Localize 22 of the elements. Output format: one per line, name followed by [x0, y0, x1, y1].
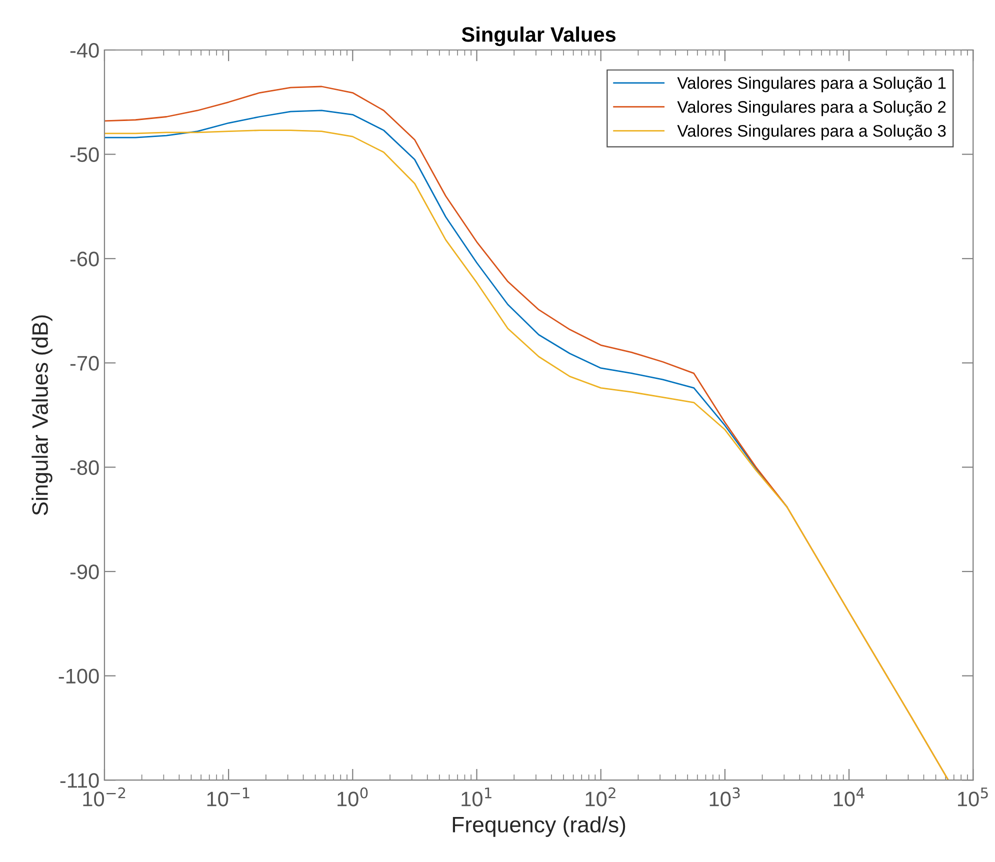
x-tick-label: 10$^{−2}$: [83, 787, 126, 806]
y-tick-label: -40: [70, 42, 99, 58]
x-axis-title: Frequency (rad/s): [452, 816, 626, 837]
y-tick-label: -80: [70, 460, 99, 475]
x-tick-label: 10$^{5}$: [958, 788, 988, 806]
x-tick-label: 10$^{3}$: [710, 787, 740, 806]
y-axis-title: Singular Values (dB): [32, 315, 52, 516]
x-tick-label: 10$^{−1}$: [207, 788, 250, 806]
y-tick-label: -50: [70, 147, 99, 162]
y-tick-label: -60: [70, 252, 99, 266]
legend-label: Valores Singulares para a Solução 2: [677, 100, 946, 116]
y-tick-label: -100: [58, 668, 99, 684]
legend-label: Valores Singulares para a Solução 1: [677, 76, 946, 92]
x-tick-label: 10$^{2}$: [586, 787, 616, 806]
y-tick-label: -70: [70, 356, 99, 371]
y-tick-label: -110: [60, 773, 99, 788]
legend-label: Valores Singulares para a Solução 3: [677, 124, 946, 140]
x-tick-label: 10$^{0}$: [338, 787, 368, 806]
chart-title: Singular Values: [462, 26, 616, 46]
x-tick-label: 10$^{4}$: [834, 788, 864, 806]
x-tick-label: 10$^{1}$: [462, 788, 492, 806]
y-tick-label: -90: [70, 564, 99, 580]
